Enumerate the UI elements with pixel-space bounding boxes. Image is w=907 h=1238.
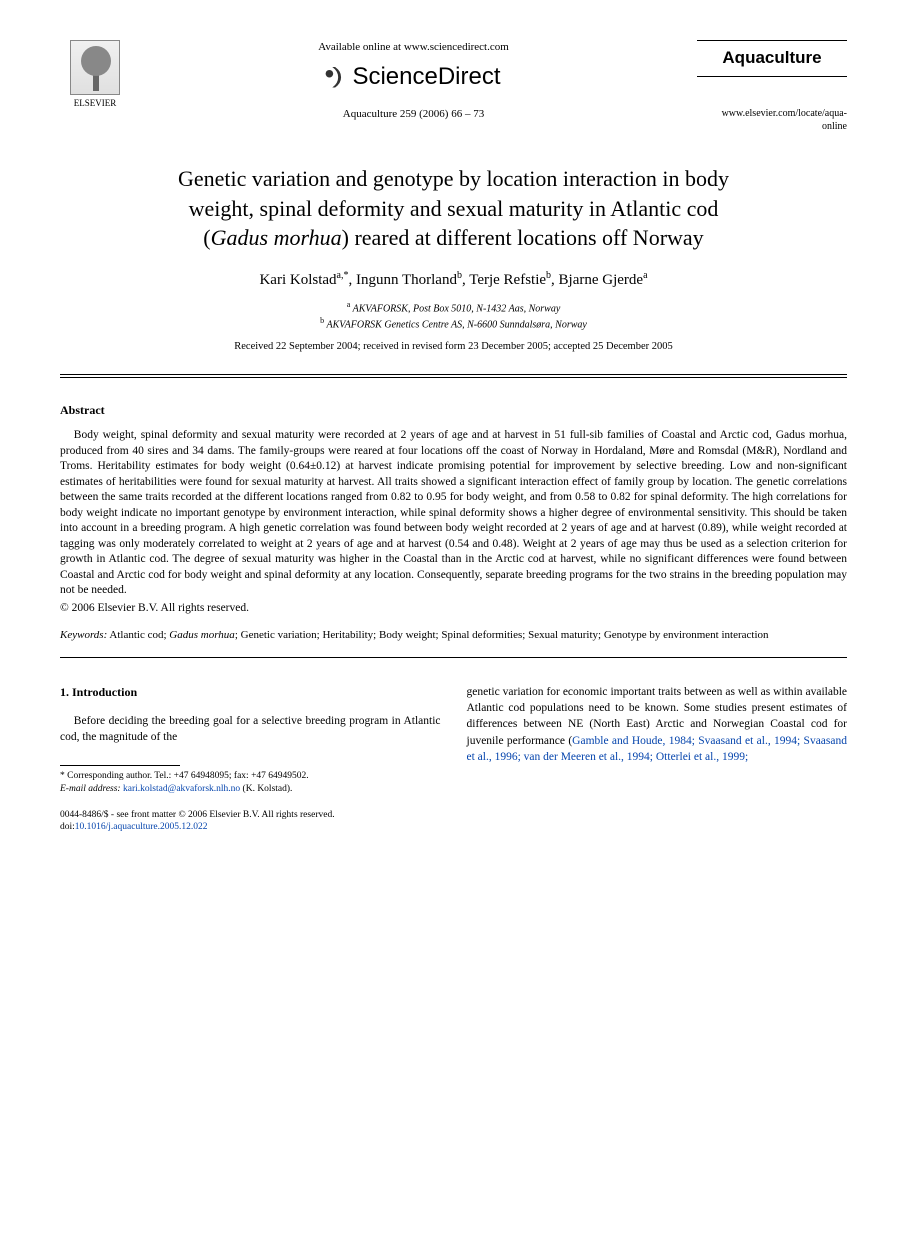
divider-after-keywords [60,657,847,658]
elsevier-tree-icon [70,40,120,95]
front-matter-text: 0044-8486/$ - see front matter © 2006 El… [60,809,441,821]
elsevier-logo: ELSEVIER [60,40,130,120]
affiliation-b: b AKVAFORSK Genetics Centre AS, N-6600 S… [60,316,847,332]
footnote-rule [60,765,180,766]
article-title: Genetic variation and genotype by locati… [80,164,827,253]
right-column: genetic variation for economic important… [467,684,848,833]
footnote-corr: * Corresponding author. Tel.: +47 649480… [60,770,441,782]
authors-list: Kari Kolstada,*, Ingunn Thorlandb, Terje… [60,269,847,290]
right-header: Aquaculture www.elsevier.com/locate/aqua… [697,40,847,134]
keywords-text: Atlantic cod; Gadus morhua; Genetic vari… [109,629,768,641]
sciencedirect-label: ScienceDirect [352,61,500,93]
corresponding-author-footnote: * Corresponding author. Tel.: +47 649480… [60,770,441,795]
introduction-section: 1. Introduction Before deciding the bree… [60,684,847,833]
journal-citation: Aquaculture 259 (2006) 66 – 73 [140,107,687,122]
doi-block: 0044-8486/$ - see front matter © 2006 El… [60,809,441,834]
footnote-email-line: E-mail address: kari.kolstad@akvaforsk.n… [60,783,441,795]
publisher-label: ELSEVIER [74,97,117,109]
journal-url[interactable]: www.elsevier.com/locate/aqua-online [697,107,847,134]
doi-label: doi: [60,822,75,832]
divider-top [60,374,847,375]
center-header: Available online at www.sciencedirect.co… [130,40,697,122]
doi-link[interactable]: 10.1016/j.aquaculture.2005.12.022 [75,822,208,832]
keywords-block: Keywords: Atlantic cod; Gadus morhua; Ge… [60,628,847,643]
available-online-text: Available online at www.sciencedirect.co… [140,40,687,55]
email-label: E-mail address: [60,784,121,794]
corresponding-email[interactable]: kari.kolstad@akvaforsk.nlh.no [123,784,240,794]
email-suffix: (K. Kolstad). [243,784,293,794]
intro-paragraph-left: Before deciding the breeding goal for a … [60,713,441,745]
sciencedirect-icon [326,67,346,87]
two-column-layout: 1. Introduction Before deciding the bree… [60,684,847,833]
abstract-heading: Abstract [60,402,847,418]
left-column: 1. Introduction Before deciding the bree… [60,684,441,833]
journal-name: Aquaculture [697,40,847,77]
species-name: Gadus morhua [211,225,342,250]
intro-paragraph-right: genetic variation for economic important… [467,684,848,764]
divider-thin [60,377,847,378]
article-dates: Received 22 September 2004; received in … [60,340,847,354]
page-header: ELSEVIER Available online at www.science… [60,40,847,134]
affiliations: a AKVAFORSK, Post Box 5010, N-1432 Aas, … [60,300,847,332]
abstract-copyright: © 2006 Elsevier B.V. All rights reserved… [60,601,847,617]
affiliation-a: a AKVAFORSK, Post Box 5010, N-1432 Aas, … [60,300,847,316]
keywords-label: Keywords: [60,629,107,641]
abstract-body: Body weight, spinal deformity and sexual… [60,428,847,599]
abstract-section: Abstract Body weight, spinal deformity a… [60,402,847,616]
sciencedirect-brand: ScienceDirect [140,61,687,93]
doi-line: doi:10.1016/j.aquaculture.2005.12.022 [60,821,441,833]
intro-heading: 1. Introduction [60,684,441,701]
